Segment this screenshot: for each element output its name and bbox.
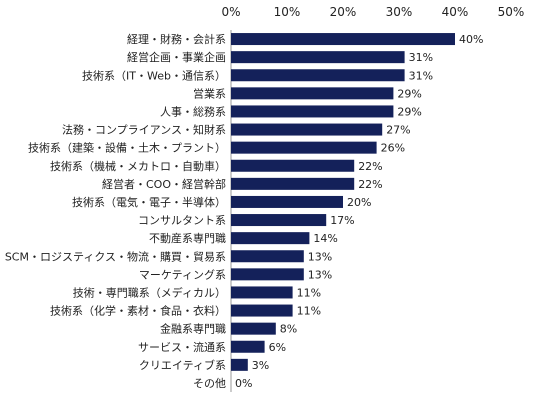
bar: [231, 141, 377, 154]
x-axis-ticks: 0% 10% 20% 30% 40% 50%: [221, 5, 524, 19]
bar: [231, 159, 355, 172]
bars: [231, 33, 455, 371]
x-tick-label: 10%: [274, 5, 301, 19]
category-label: 人事・総務系: [160, 104, 226, 118]
category-label: 技術系（化学・素材・食品・衣料）: [50, 304, 226, 318]
x-tick-label: 50%: [498, 5, 525, 19]
value-label: 13%: [308, 268, 332, 281]
bar: [231, 123, 383, 136]
bar: [231, 195, 343, 208]
value-label: 11%: [297, 286, 321, 299]
value-label: 11%: [297, 305, 321, 318]
category-label: 技術系（機械・メカトロ・自動車）: [50, 159, 226, 173]
category-label: 金融系専門職: [160, 322, 226, 336]
category-label: 不動産系専門職: [149, 231, 226, 245]
bar: [231, 358, 248, 371]
value-label: 26%: [381, 142, 405, 155]
x-tick-label: 20%: [330, 5, 357, 19]
bar: [231, 51, 405, 64]
value-labels: 40% 31% 31% 29% 29% 27% 26% 22% 22% 20% 17% 14% 13% 1…: [235, 33, 483, 390]
x-tick-label: 0%: [221, 5, 240, 19]
bar: [231, 232, 310, 245]
bar: [231, 87, 394, 100]
category-label: 経営者・COO・経営幹部: [102, 177, 226, 191]
bar: [231, 33, 455, 46]
value-label: 29%: [397, 87, 421, 100]
value-label: 31%: [409, 69, 433, 82]
bar: [231, 304, 293, 317]
value-label: 31%: [409, 51, 433, 64]
category-label: サービス・流通系: [138, 340, 226, 354]
category-label: 法務・コンプライアンス・知財系: [62, 123, 226, 137]
bar: [231, 105, 394, 118]
category-label: その他: [193, 377, 226, 390]
category-label: クリエイティブ系: [139, 358, 226, 372]
bar: [231, 268, 304, 281]
x-tick-label: 40%: [442, 5, 469, 19]
bar: [231, 250, 304, 263]
category-label: 技術系（建築・設備・土木・プラント）: [28, 141, 226, 155]
category-label: 技術・専門職系（メディカル）: [73, 285, 226, 299]
bar: [231, 177, 355, 190]
value-label: 17%: [330, 214, 354, 227]
value-label: 22%: [358, 160, 382, 173]
value-label: 6%: [269, 341, 286, 354]
value-label: 14%: [313, 232, 337, 245]
category-label: 技術系（電気・電子・半導体）: [72, 195, 226, 209]
value-label: 22%: [358, 178, 382, 191]
value-label: 13%: [308, 250, 332, 263]
value-label: 40%: [459, 33, 483, 46]
value-label: 20%: [347, 196, 371, 209]
category-label: 経理・財務・会計系: [127, 32, 226, 46]
bar: [231, 322, 276, 335]
value-label: 3%: [252, 359, 269, 372]
bar: [231, 286, 293, 299]
x-tick-label: 30%: [386, 5, 413, 19]
category-label: 経営企画・事業企画: [127, 50, 226, 64]
value-label: 29%: [397, 105, 421, 118]
category-label: マーケティング系: [139, 267, 226, 281]
category-label: 営業系: [193, 86, 226, 100]
category-label: 技術系（IT・Web・通信系）: [82, 69, 226, 82]
bar: [231, 69, 405, 82]
value-label: 0%: [235, 377, 252, 390]
value-label: 8%: [280, 323, 297, 336]
category-label: SCM・ロジスティクス・物流・購買・貿易系: [5, 249, 226, 263]
value-label: 27%: [386, 124, 410, 137]
category-label: コンサルタント系: [138, 214, 226, 227]
bar: [231, 214, 327, 227]
bar: [231, 340, 265, 353]
